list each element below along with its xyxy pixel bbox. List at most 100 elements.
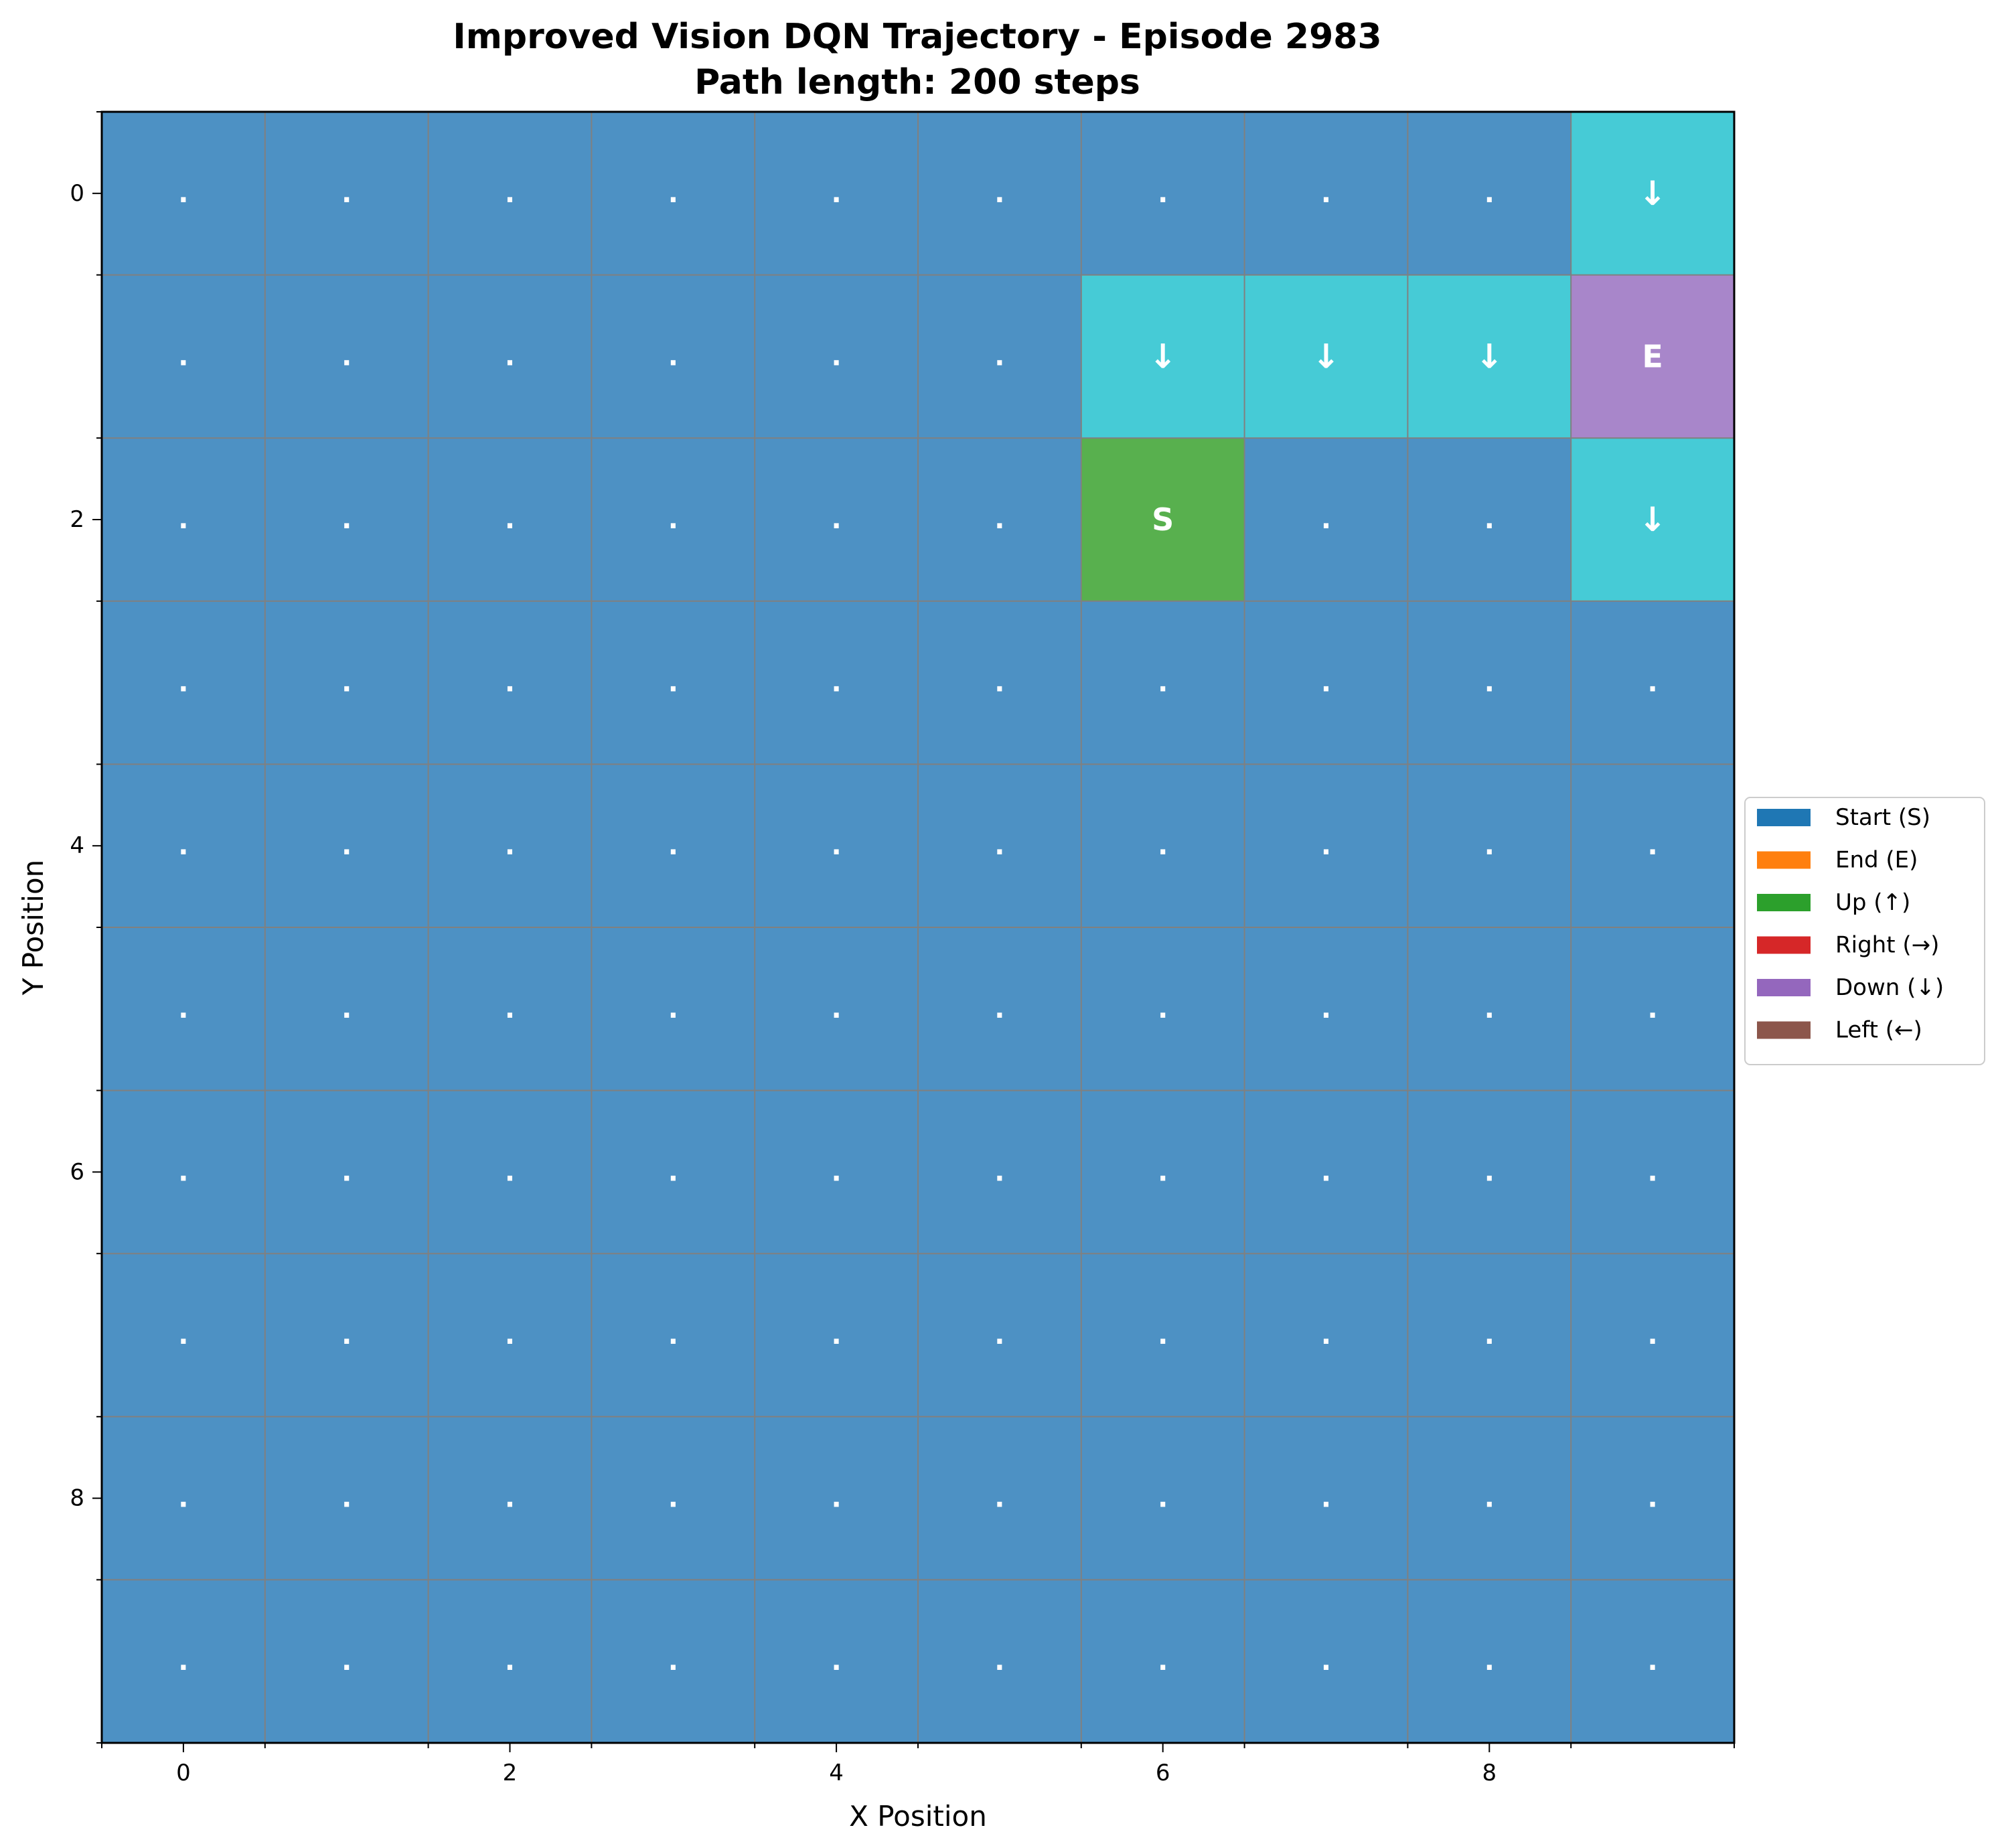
empty-cell-marker: . <box>1484 830 1494 861</box>
path-cell <box>1244 275 1408 439</box>
grid-cell-empty <box>918 438 1081 601</box>
empty-cell-marker: . <box>1647 1156 1657 1187</box>
grid-cell-empty <box>918 1416 1081 1580</box>
grid-cell-empty <box>918 764 1081 927</box>
empty-cell-marker: . <box>1484 1320 1494 1351</box>
grid-cell-empty <box>428 1090 592 1254</box>
empty-cell-marker: . <box>1321 1156 1331 1187</box>
grid-cell-empty <box>428 112 592 275</box>
empty-cell-marker: . <box>1484 994 1494 1024</box>
empty-cell-marker: . <box>341 1483 352 1514</box>
empty-cell-marker: . <box>505 178 515 209</box>
empty-cell-marker: . <box>1484 1483 1494 1514</box>
legend-swatch <box>1757 894 1811 911</box>
legend-entry-label: Down (↓) <box>1835 974 1944 1001</box>
grid-cell-empty <box>1571 1090 1734 1254</box>
empty-cell-marker: . <box>1647 1320 1657 1351</box>
grid-cell-empty <box>102 927 265 1091</box>
grid-cell-empty <box>918 112 1081 275</box>
grid-cell-empty <box>102 764 265 927</box>
grid-cell-empty <box>1244 1253 1408 1417</box>
empty-cell-marker: . <box>505 504 515 535</box>
grid-cell-empty <box>1407 601 1571 765</box>
grid-cell-empty <box>755 927 918 1091</box>
legend-swatch <box>1757 809 1811 826</box>
empty-cell-marker: . <box>668 1483 678 1514</box>
empty-cell-marker: . <box>1158 1320 1168 1351</box>
grid-cell-empty <box>755 601 918 765</box>
empty-cell-marker: . <box>1321 830 1331 861</box>
legend-entry-label: Start (S) <box>1835 804 1930 831</box>
x-axis-label: X Position <box>849 1800 987 1833</box>
grid-cell-empty <box>591 1090 755 1254</box>
empty-cell-marker: . <box>1647 830 1657 861</box>
grid-cell-empty <box>1571 1580 1734 1743</box>
empty-cell-marker: . <box>1321 994 1331 1024</box>
empty-cell-marker: . <box>505 1483 515 1514</box>
grid-cells: ......... ↓...... ↓ ↓ ↓ E...... S.. ↓..........… <box>102 112 1734 1743</box>
grid-cell-empty <box>264 764 429 927</box>
grid-cell-empty <box>1571 764 1734 927</box>
y-axis-label: Y Position <box>17 860 50 996</box>
grid-cell-empty <box>264 1253 429 1417</box>
grid-cell-empty <box>1081 112 1245 275</box>
empty-cell-marker: . <box>994 668 1004 698</box>
grid-cell-empty <box>1244 1580 1408 1743</box>
empty-cell-marker: . <box>1647 994 1657 1024</box>
empty-cell-marker: . <box>178 1320 188 1351</box>
grid-cell-empty <box>264 927 429 1091</box>
empty-cell-marker: . <box>178 341 188 372</box>
grid-cell-empty <box>1244 1416 1408 1580</box>
empty-cell-marker: . <box>1321 668 1331 698</box>
legend-entry-label: Left (←) <box>1835 1017 1922 1044</box>
empty-cell-marker: . <box>668 341 678 372</box>
empty-cell-marker: . <box>505 1156 515 1187</box>
empty-cell-marker: . <box>1321 1320 1331 1351</box>
path-cell-label: ↓ <box>1638 174 1667 213</box>
grid-cell-empty <box>591 764 755 927</box>
grid-cell-empty <box>1407 112 1571 275</box>
grid-cell-empty <box>591 438 755 601</box>
empty-cell-marker: . <box>668 504 678 535</box>
empty-cell-marker: . <box>505 1646 515 1677</box>
empty-cell-marker: . <box>505 830 515 861</box>
grid-cell-empty <box>591 601 755 765</box>
y-tick-label: 6 <box>70 1158 84 1185</box>
empty-cell-marker: . <box>831 1483 841 1514</box>
grid-cell-empty <box>428 1580 592 1743</box>
grid-cell-empty <box>918 601 1081 765</box>
empty-cell-marker: . <box>341 1646 352 1677</box>
grid-cell-empty <box>264 1090 429 1254</box>
empty-cell-marker: . <box>1647 668 1657 698</box>
empty-cell-marker: . <box>1158 1646 1168 1677</box>
path-cell-label: ↓ <box>1638 500 1667 539</box>
empty-cell-marker: . <box>1321 1646 1331 1677</box>
path-cell <box>1081 275 1245 439</box>
empty-cell-marker: . <box>1158 830 1168 861</box>
empty-cell-marker: . <box>341 1156 352 1187</box>
legend-swatch <box>1757 851 1811 869</box>
empty-cell-marker: . <box>1158 994 1168 1024</box>
empty-cell-marker: . <box>831 830 841 861</box>
empty-cell-marker: . <box>178 504 188 535</box>
legend: Start (S) End (E) Up (↑) Right (→) Down (↓) L… <box>1744 797 1985 1065</box>
empty-cell-marker: . <box>1158 1156 1168 1187</box>
grid-cell-empty <box>918 1253 1081 1417</box>
grid-cell-empty <box>918 1090 1081 1254</box>
empty-cell-marker: . <box>341 504 352 535</box>
grid-cell-empty <box>1407 1090 1571 1254</box>
empty-cell-marker: . <box>1647 1646 1657 1677</box>
grid-cell-empty <box>591 927 755 1091</box>
empty-cell-marker: . <box>668 1156 678 1187</box>
grid-cell-empty <box>428 927 592 1091</box>
path-cell <box>1407 275 1571 439</box>
empty-cell-marker: . <box>831 1646 841 1677</box>
grid-cell-empty <box>1244 601 1408 765</box>
empty-cell-marker: . <box>994 341 1004 372</box>
grid-cell-empty <box>918 275 1081 439</box>
empty-cell-marker: . <box>831 668 841 698</box>
start-cell-label: S <box>1152 502 1174 538</box>
empty-cell-marker: . <box>178 1483 188 1514</box>
empty-cell-marker: . <box>341 994 352 1024</box>
grid-cell-empty <box>1571 1253 1734 1417</box>
